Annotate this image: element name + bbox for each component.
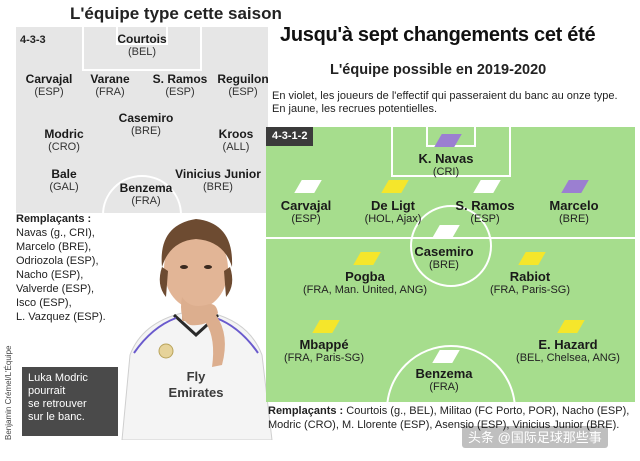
right-subs-list: Courtois (g., BEL), Militao (FC Porto, P…: [268, 405, 630, 431]
photo-credit: Benjamin Crémel/L'Équipe: [4, 345, 13, 440]
left-player-kroos: Kroos (ALL): [218, 127, 254, 153]
left-player-sramos: S. Ramos (ESP): [152, 72, 208, 98]
watermark: 头条 @国际足球那些事: [462, 426, 608, 448]
right-player-sramos: S. Ramos (ESP): [455, 198, 515, 225]
left-title: L'équipe type cette saison: [70, 4, 282, 23]
left-player-courtois: Courtois (BEL): [117, 32, 167, 58]
left-sub-item: Navas (g., CRI),: [16, 227, 95, 239]
left-player-casemiro: Casemiro (BRE): [118, 111, 174, 137]
right-title: Jusqu'à sept changements cet été: [280, 24, 596, 46]
svg-text:Fly: Fly: [187, 369, 207, 384]
left-player-varane: Varane (FRA): [90, 72, 130, 98]
left-player-modric: Modric (CRO): [44, 127, 84, 153]
right-player-benzema: Benzema (FRA): [415, 366, 473, 393]
right-subs: Remplaçants : Courtois (g., BEL), Milita…: [268, 404, 638, 432]
svg-text:Emirates: Emirates: [169, 385, 224, 400]
left-sub-item: Isco (ESP),: [16, 297, 72, 309]
right-player-mbappe: Mbappé (FRA, Paris-SG): [283, 337, 365, 364]
right-player-carvajal: Carvajal (ESP): [280, 198, 332, 225]
left-sub-item: Odriozola (ESP),: [16, 255, 99, 267]
right-subs-heading: Remplaçants :: [268, 405, 344, 417]
right-player-pogba: Pogba (FRA, Man. United, ANG): [302, 269, 428, 296]
left-player-carvajal: Carvajal (ESP): [25, 72, 73, 98]
right-player-deligt: De Ligt (HOL, Ajax): [364, 198, 422, 225]
right-player-casemiro: Casemiro (BRE): [414, 244, 474, 271]
photo-caption: Luka Modric pourrait se retrouver sur le…: [22, 367, 118, 436]
left-subs: Remplaçants : Navas (g., CRI), Marcelo (…: [16, 212, 126, 324]
left-sub-item: Valverde (ESP),: [16, 283, 95, 295]
player-photo: Fly Emirates: [121, 219, 273, 440]
left-pitch: [16, 27, 268, 215]
left-player-benzema: Benzema (FRA): [119, 181, 173, 207]
right-player-navas: K. Navas (CRI): [418, 151, 474, 178]
left-subs-heading: Remplaçants :: [16, 213, 92, 225]
left-player-bale: Bale (GAL): [49, 167, 79, 193]
right-player-hazard: E. Hazard (BEL, Chelsea, ANG): [516, 337, 620, 364]
right-subtitle: L'équipe possible en 2019-2020: [330, 62, 547, 78]
left-player-reguilon: Reguilon (ESP): [217, 72, 269, 98]
right-description: En violet, les joueurs de l'effectif qui…: [272, 90, 618, 115]
left-player-vinicius: Vinicius Junior (BRE): [175, 167, 261, 193]
right-formation: 4-3-1-2: [266, 127, 314, 146]
left-sub-item: Nacho (ESP),: [16, 269, 84, 281]
left-sub-item: L. Vazquez (ESP).: [16, 311, 106, 323]
right-player-rabiot: Rabiot (FRA, Paris-SG): [489, 269, 571, 296]
left-sub-item: Marcelo (BRE),: [16, 241, 92, 253]
right-player-marcelo: Marcelo (BRE): [549, 198, 599, 225]
left-formation: 4-3-3: [20, 34, 46, 46]
